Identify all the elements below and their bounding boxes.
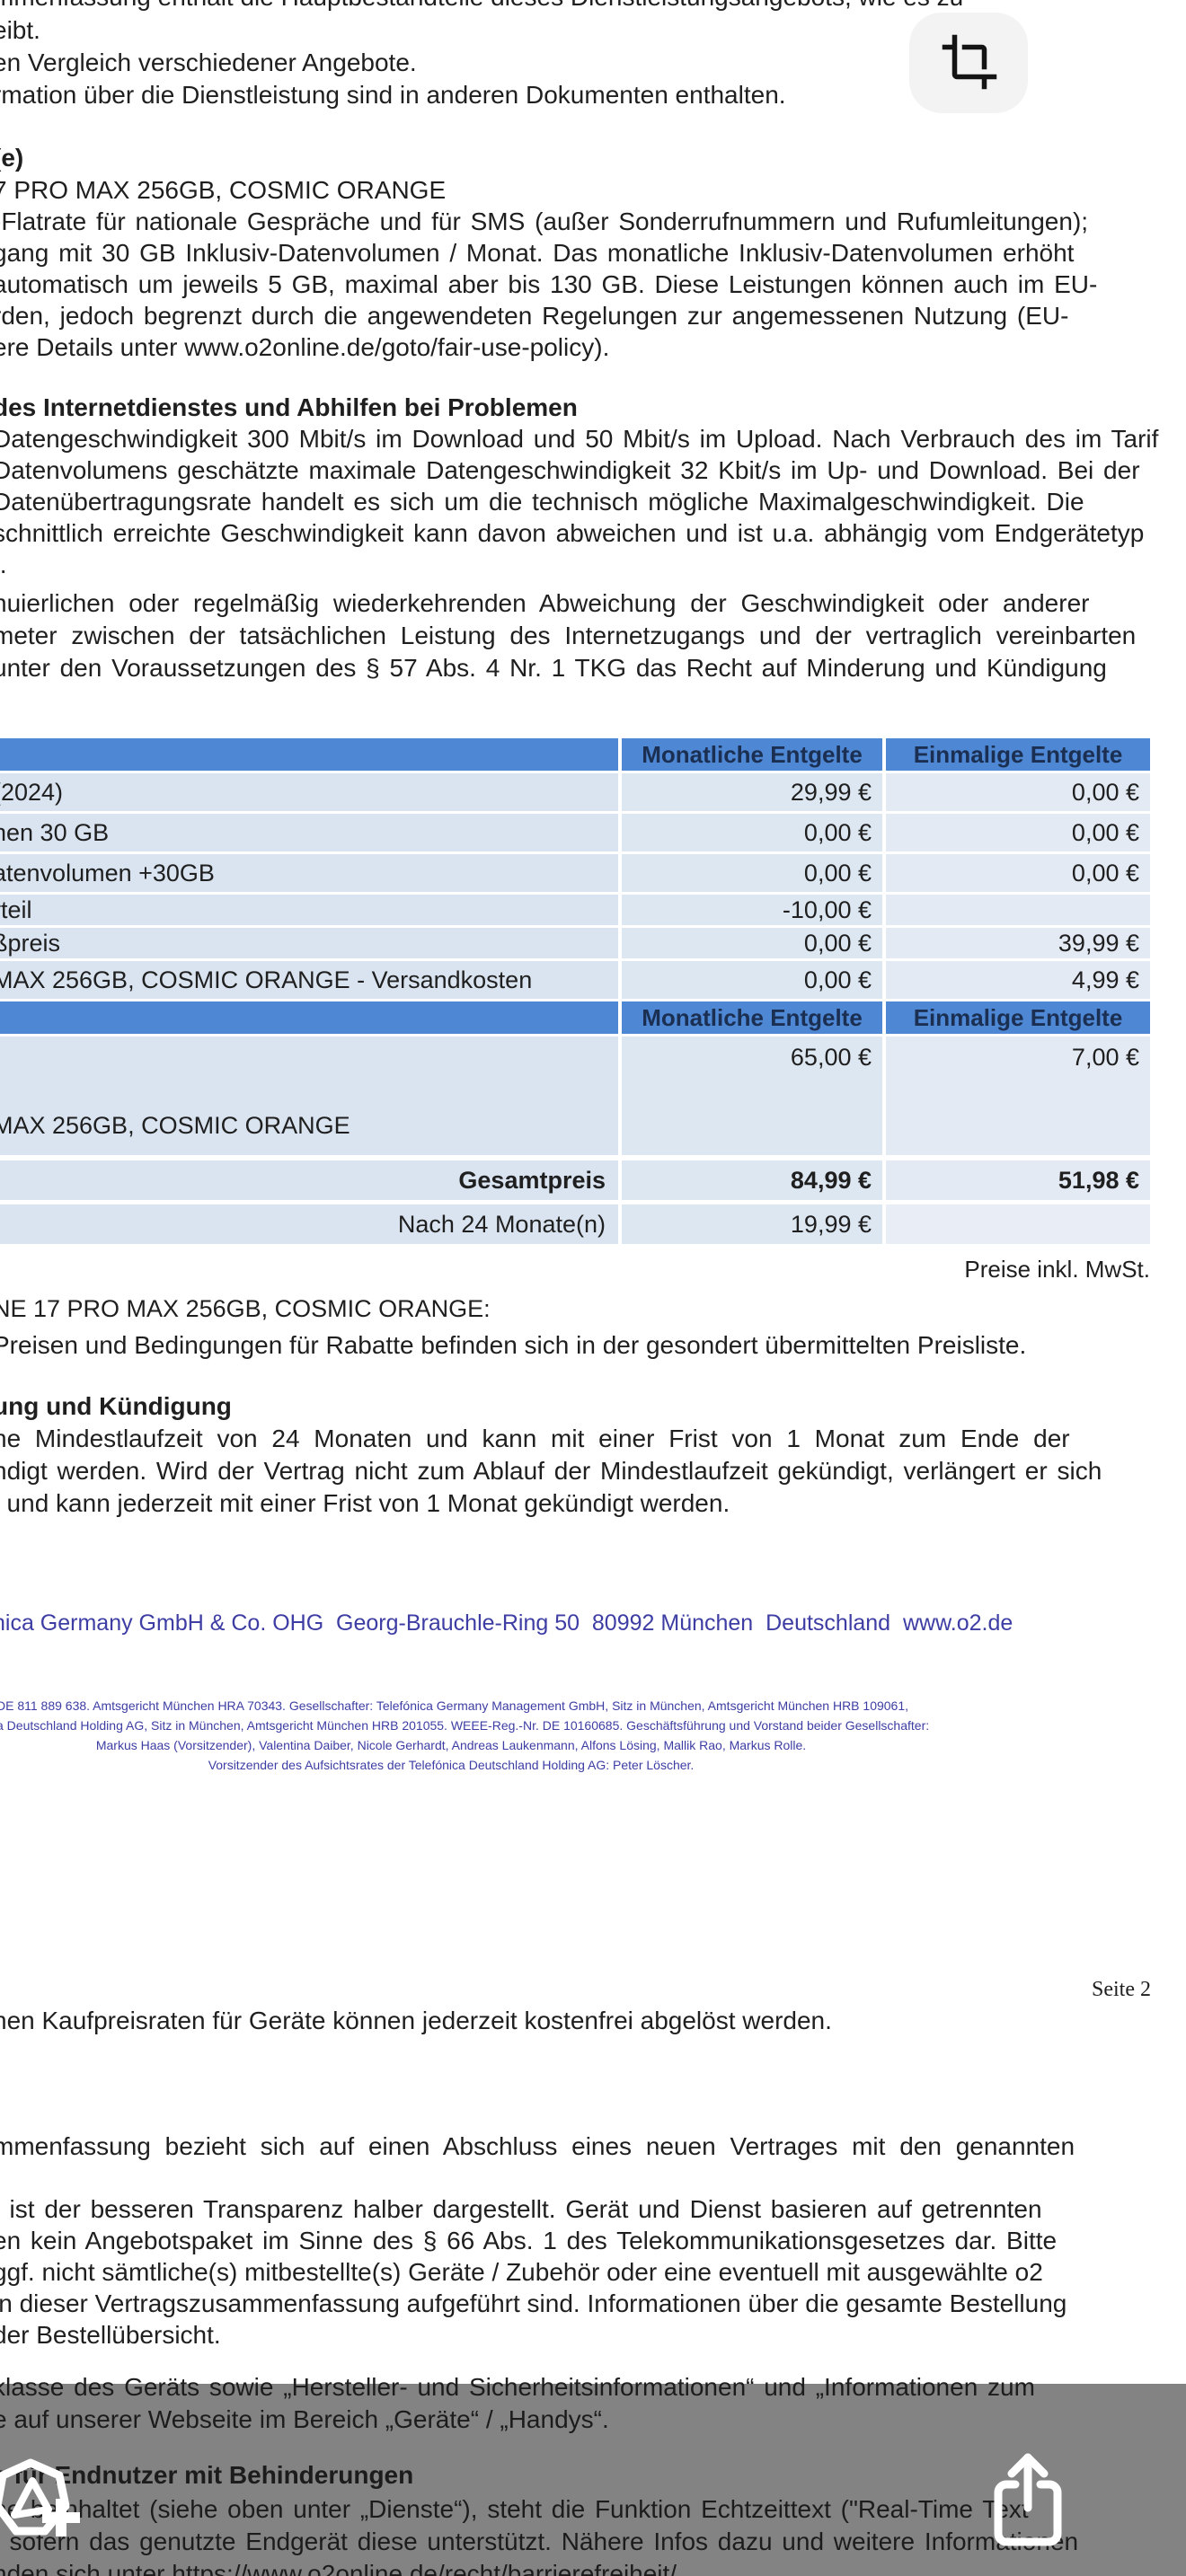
legal-line: DE 811 889 638. Amtsgericht München HRA …	[0, 1698, 909, 1713]
row-once: 0,00 €	[886, 814, 1150, 851]
total-label: Gesamtpreis	[0, 1160, 618, 1200]
legal-line: a Deutschland Holding AG, Sitz in Münche…	[0, 1718, 930, 1733]
text-line: Datengeschwindigkeit 300 Mbit/s im Downl…	[0, 425, 1159, 453]
row-once: 0,00 €	[886, 854, 1150, 892]
text-line: schnittlich erreichte Geschwindigkeit ka…	[0, 519, 1145, 547]
text-line: Datenvolumens geschätzte maximale Dateng…	[0, 456, 1140, 484]
text-line: der Bestellübersicht.	[0, 2321, 221, 2349]
header-cell-once: Einmalige Entgelte	[886, 1001, 1150, 1034]
table-row: ßpreis 0,00 € 39,99 €	[0, 928, 1154, 958]
after-term-row: Nach 24 Monate(n) 19,99 €	[0, 1204, 1154, 1244]
text-line: en kein Angebotspaket im Sinne des § 66 …	[0, 2227, 1058, 2254]
device-monthly: 65,00 €	[622, 1037, 882, 1155]
header-cell-monthly: Monatliche Entgelte	[622, 1001, 882, 1034]
header-cell-blank	[0, 1001, 618, 1034]
share-icon[interactable]	[985, 2448, 1071, 2549]
row-monthly: 0,00 €	[622, 854, 882, 892]
text-line: rden, jedoch begrenzt durch die angewend…	[0, 302, 1069, 330]
device-row: MAX 256GB, COSMIC ORANGE ekauf: 24 Monat…	[0, 1037, 1154, 1322]
text-line: -Flatrate für nationale Gespräche und fü…	[0, 207, 1089, 235]
table-row: MAX 256GB, COSMIC ORANGE - Versandkosten…	[0, 961, 1154, 999]
row-label: (2024)	[0, 773, 618, 811]
header-cell-monthly: Monatliche Entgelte	[622, 738, 882, 771]
text-line: nen Kaufpreisraten für Geräte können jed…	[0, 2007, 832, 2034]
row-monthly: 29,99 €	[622, 773, 882, 811]
section-heading-kuendigung: ung und Kündigung	[0, 1392, 232, 1420]
text-line: automatisch um jeweils 5 GB, maximal abe…	[0, 270, 1098, 298]
total-row: Gesamtpreis 84,99 € 51,98 €	[0, 1160, 1154, 1200]
header-cell-blank	[0, 738, 618, 771]
text-line: ggf. nicht sämtliche(s) mitbestellte(s) …	[0, 2258, 1043, 2286]
total-once: 51,98 €	[886, 1160, 1150, 1200]
crop-icon[interactable]	[940, 32, 999, 92]
row-label: rteil	[0, 895, 618, 925]
device-once: 7,00 €	[886, 1037, 1150, 1155]
text-line: t.	[0, 551, 7, 578]
after-label: Nach 24 Monate(n)	[0, 1204, 618, 1244]
vat-note: Preise inkl. MwSt.	[964, 1256, 1150, 1283]
text-line: meter zwischen der tatsächlichen Leistun…	[0, 622, 1137, 649]
row-monthly: -10,00 €	[622, 895, 882, 925]
table-row: rteil -10,00 €	[0, 895, 1154, 925]
price-table-header: Monatliche Entgelte Einmalige Entgelte	[0, 738, 1154, 771]
row-label: ßpreis	[0, 928, 618, 958]
table-row: atenvolumen +30GB 0,00 € 0,00 €	[0, 854, 1154, 892]
row-monthly: 0,00 €	[622, 814, 882, 851]
legal-line: Vorsitzender des Aufsichtsrates der Tele…	[208, 1758, 695, 1772]
header-cell-once: Einmalige Entgelte	[886, 738, 1150, 771]
text-line: eibt.	[0, 16, 40, 44]
company-address-line: nica Germany GmbH & Co. OHG Georg-Brauch…	[0, 1610, 1013, 1636]
legal-line: Markus Haas (Vorsitzender), Valentina Da…	[95, 1738, 807, 1752]
row-label: MAX 256GB, COSMIC ORANGE - Versandkosten	[0, 961, 618, 999]
text-line: t ist der besseren Transparenz halber da…	[0, 2195, 1042, 2223]
text-line: Datenübertragungsrate handelt es sich um…	[0, 488, 1084, 516]
row-once: 0,00 €	[886, 773, 1150, 811]
bottom-toolbar-overlay	[0, 2384, 1186, 2576]
total-monthly: 84,99 €	[622, 1160, 882, 1200]
text-line: Preisen und Bedingungen für Rabatte befi…	[0, 1331, 1027, 1359]
row-once: 4,99 €	[886, 961, 1150, 999]
row-monthly: 0,00 €	[622, 928, 882, 958]
text-line: gang mit 30 GB Inklusiv-Datenvolumen / M…	[0, 239, 1075, 267]
text-line: mmenfassung bezieht sich auf einen Absch…	[0, 2132, 1075, 2160]
text-line: in dieser Vertragszusammenfassung aufgef…	[0, 2289, 1067, 2317]
text-line: en Vergleich verschiedener Angebote.	[0, 49, 417, 76]
text-line: nuierlichen oder regelmäßig wiederkehren…	[0, 589, 1090, 617]
table-row: (2024) 29,99 € 0,00 €	[0, 773, 1154, 811]
price-table-header-2: Monatliche Entgelte Einmalige Entgelte	[0, 1001, 1154, 1034]
text-line: ndigt werden. Wird der Vertrag nicht zum…	[0, 1457, 1102, 1485]
section-heading-internetdienst: des Internetdienstes und Abhilfen bei Pr…	[0, 393, 578, 421]
crop-button-background	[909, 13, 1028, 113]
text-line: ne Mindestlaufzeit von 24 Monaten und ka…	[0, 1425, 1070, 1452]
text-line: ere Details unter www.o2online.de/goto/f…	[0, 333, 610, 361]
text-line: unter den Voraussetzungen des § 57 Abs. …	[0, 654, 1107, 682]
row-monthly: 0,00 €	[622, 961, 882, 999]
device-row-label: MAX 256GB, COSMIC ORANGE ekauf: 24 Monat…	[0, 1037, 618, 1322]
after-once	[886, 1204, 1150, 1244]
device-name-line: 7 PRO MAX 256GB, COSMIC ORANGE	[0, 176, 447, 204]
device-label-line: NE 17 PRO MAX 256GB, COSMIC ORANGE:	[0, 1295, 491, 1322]
row-once	[886, 895, 1150, 925]
markup-add-icon[interactable]	[0, 2456, 88, 2553]
table-row: nen 30 GB 0,00 € 0,00 €	[0, 814, 1154, 851]
row-label: atenvolumen +30GB	[0, 854, 618, 892]
device-label-line: MAX 256GB, COSMIC ORANGE	[0, 1112, 350, 1139]
page-number: Seite 2	[1092, 1978, 1151, 2001]
cutoff-top-line: mmenfassung enthält die Hauptbestandteil…	[0, 0, 963, 13]
after-monthly: 19,99 €	[622, 1204, 882, 1244]
text-line: t und kann jederzeit mit einer Frist von…	[0, 1489, 730, 1517]
section-heading-dienste: (e)	[0, 144, 24, 172]
row-once: 39,99 €	[886, 928, 1150, 958]
row-label: nen 30 GB	[0, 814, 618, 851]
text-line: rmation über die Dienstleistung sind in …	[0, 81, 786, 109]
